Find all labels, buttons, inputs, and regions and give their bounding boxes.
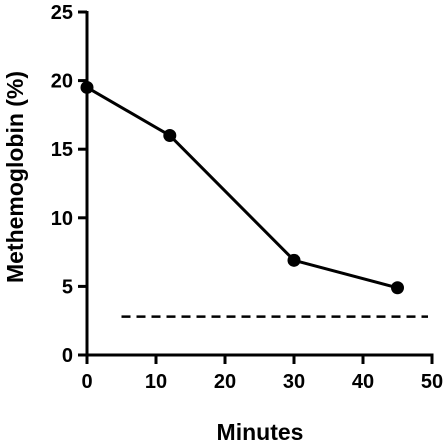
- y-axis-title: Methemoglobin (%): [2, 71, 28, 283]
- x-axis-title: Minutes: [217, 419, 304, 444]
- y-axis: 0 5 10 15 20 25: [51, 2, 89, 367]
- x-tick-label: 40: [352, 371, 374, 393]
- series-line: [86, 86, 398, 290]
- y-ticks: 0 5 10 15 20 25: [51, 2, 87, 367]
- data-point: [163, 128, 177, 142]
- x-axis: 0 10 20 30 40 50: [81, 353, 443, 393]
- x-tick-label: 50: [421, 371, 443, 393]
- x-tick-label: 20: [214, 371, 236, 393]
- x-tick-label: 0: [81, 371, 92, 393]
- x-ticks: 0 10 20 30 40 50: [81, 355, 443, 393]
- y-tick-label: 15: [51, 139, 73, 161]
- y-tick-label: 5: [62, 276, 73, 298]
- x-tick-label: 10: [145, 371, 167, 393]
- data-point: [287, 253, 301, 267]
- y-tick-label: 10: [51, 208, 73, 230]
- data-point: [391, 281, 404, 295]
- data-point: [80, 80, 94, 94]
- x-tick-label: 30: [283, 371, 305, 393]
- y-tick-label: 25: [51, 2, 73, 24]
- y-tick-label: 0: [62, 345, 73, 367]
- y-tick-label: 20: [51, 71, 73, 93]
- series-layer: [80, 80, 404, 295]
